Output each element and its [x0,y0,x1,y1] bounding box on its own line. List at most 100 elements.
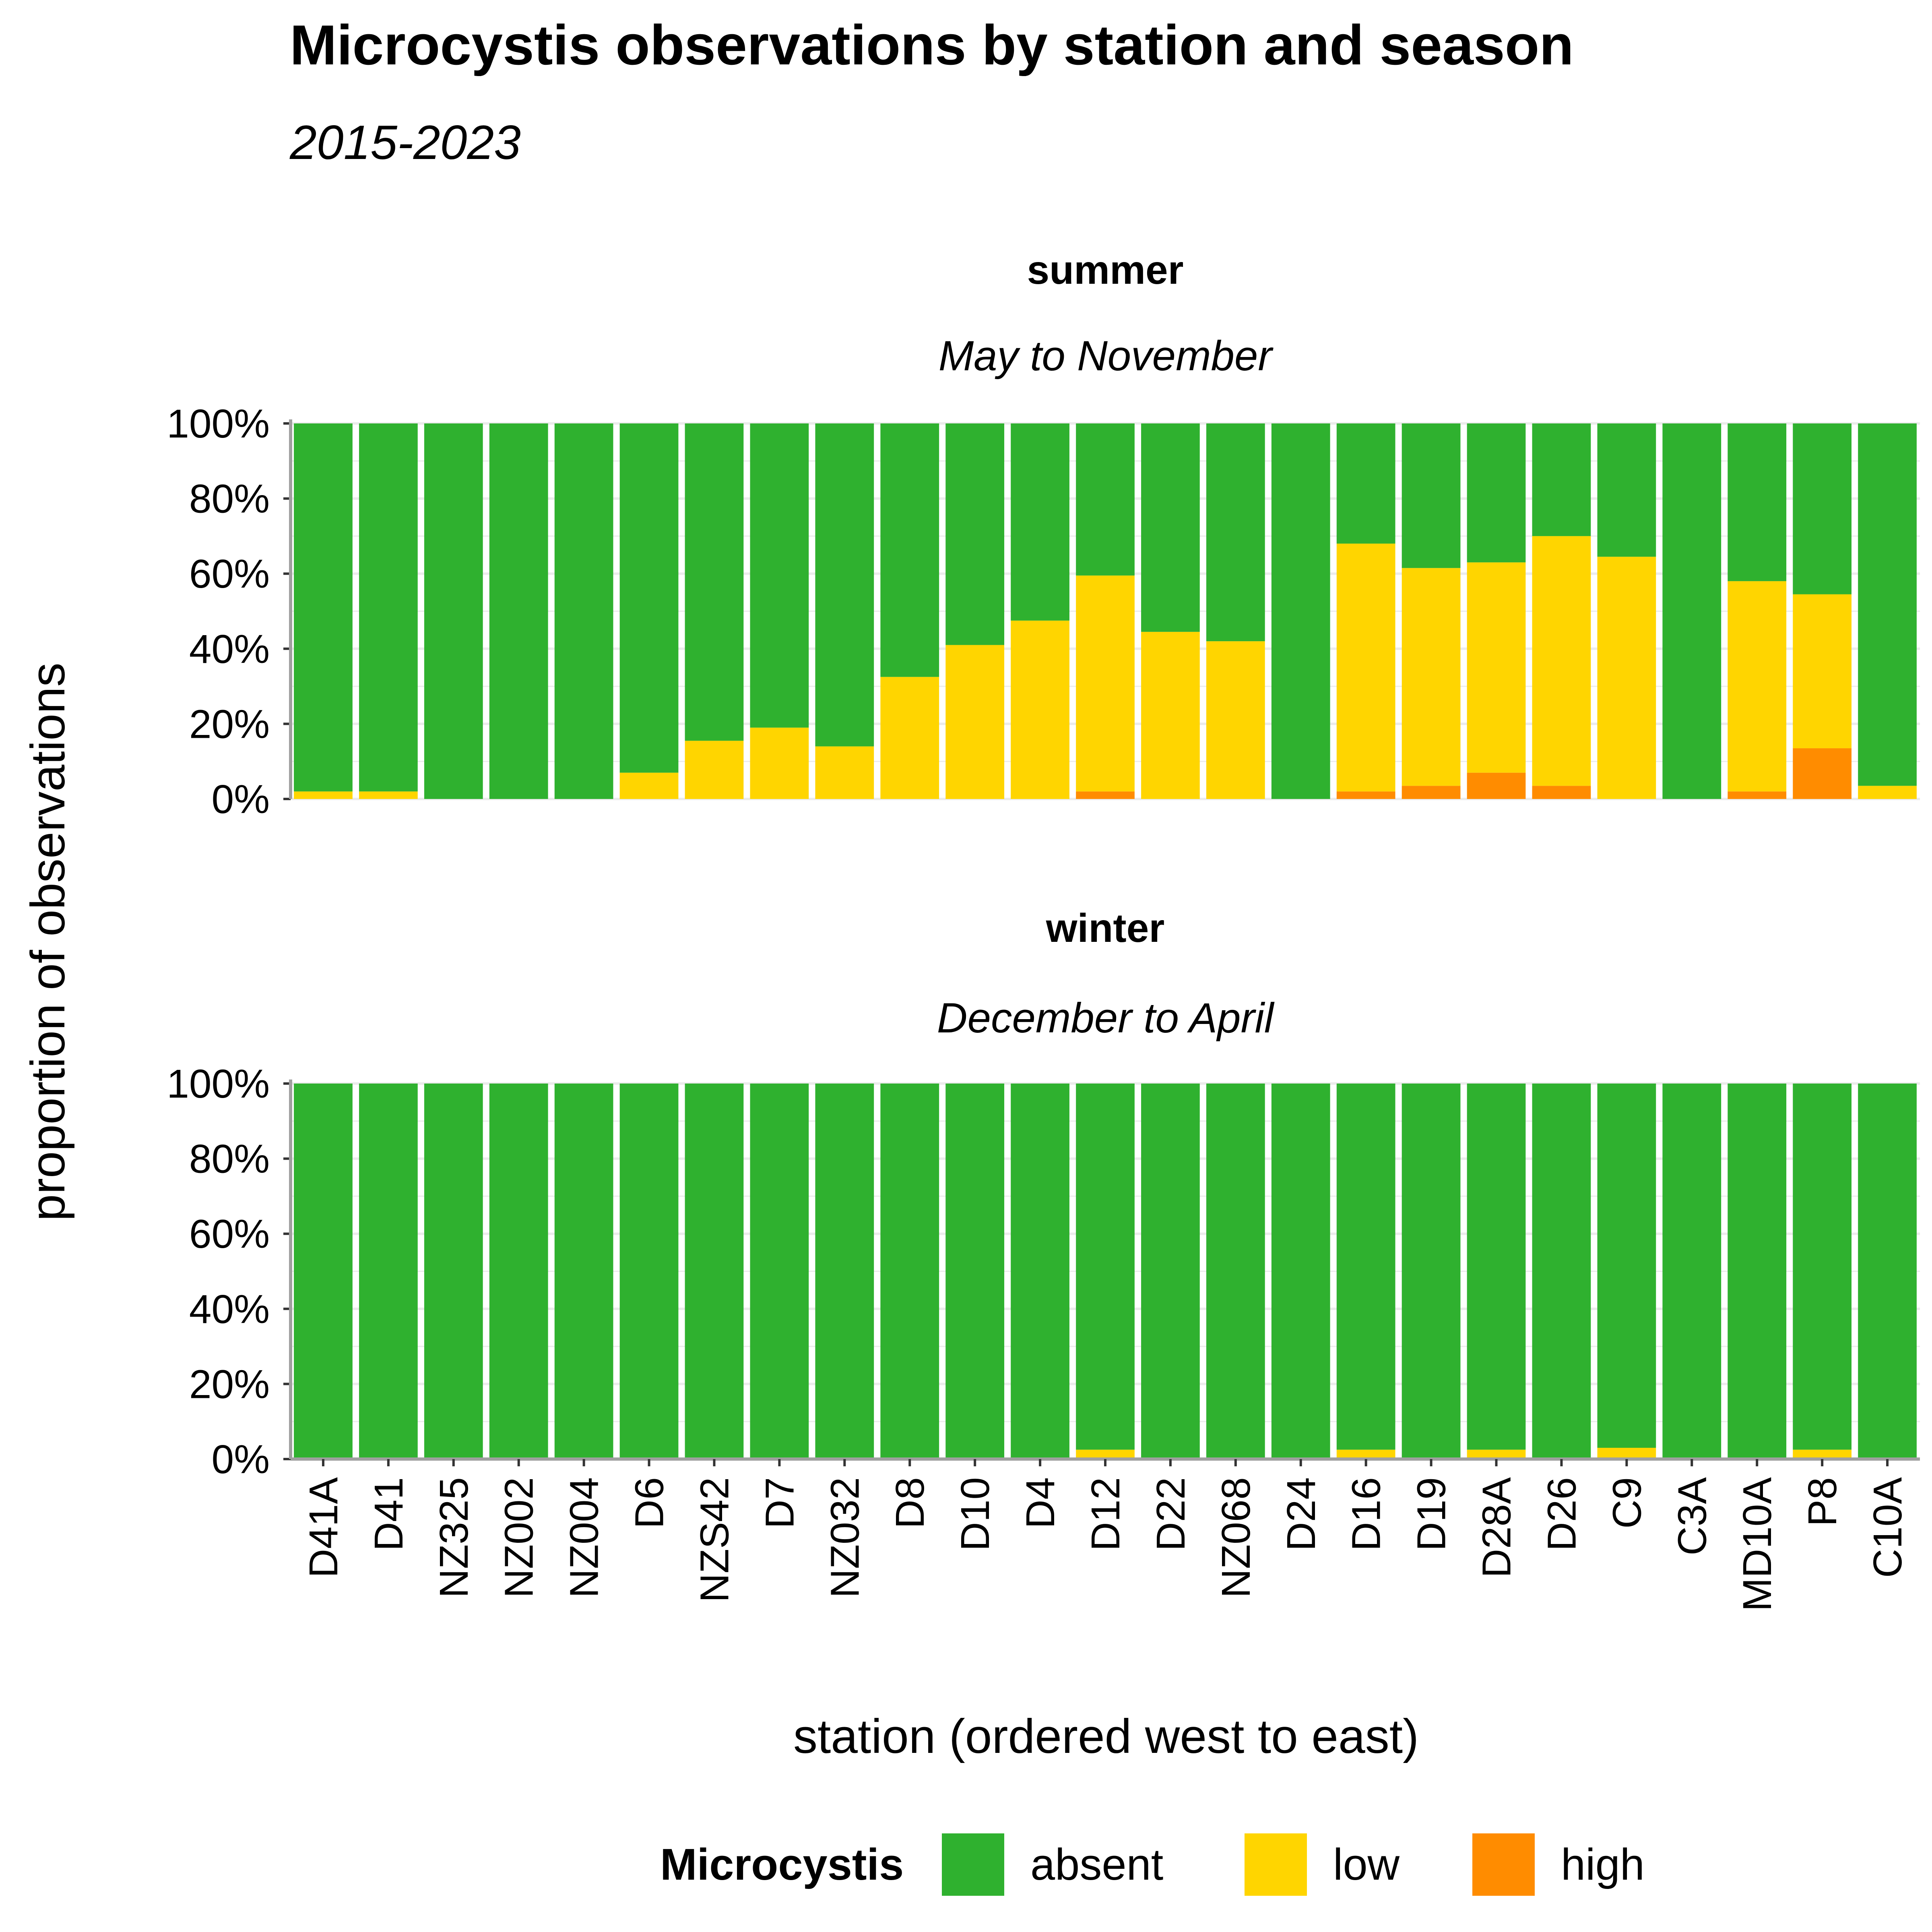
bar-summer-P8-high [1793,748,1852,799]
bar-winter-NZ325-absent [424,1084,483,1459]
bar-summer-NZ004-absent [554,423,613,799]
x-tick-label: D6 [627,1477,672,1529]
bar-winter-C9-absent [1597,1084,1656,1448]
x-tick-label: MD10A [1735,1477,1780,1612]
bar-winter-D7-absent [750,1084,809,1459]
bar-summer-D41-absent [359,423,418,792]
x-tick-label: D28A [1474,1477,1519,1578]
bar-summer-D19-high [1402,786,1461,799]
x-tick-label: D19 [1409,1477,1454,1551]
bar-summer-P8-absent [1793,423,1852,594]
bar-summer-D28A-low [1467,562,1526,773]
bar-summer-D22-absent [1141,423,1200,632]
bar-winter-D19-absent [1402,1084,1461,1459]
bar-summer-C9-absent [1597,423,1656,557]
bar-summer-D41A-low [294,791,353,799]
x-tick-label: D8 [888,1477,933,1529]
bar-summer-D4-absent [1011,423,1069,621]
x-tick-label: D26 [1539,1477,1584,1551]
y-tick-label: 20% [189,702,270,747]
bar-summer-D10-absent [945,423,1005,645]
x-tick-label: C3A [1670,1477,1715,1556]
legend: Microcystis absent low high [660,1833,1645,1896]
bar-winter-P8-absent [1793,1084,1852,1450]
bar-summer-NZ068-absent [1206,423,1265,642]
bar-summer-D12-low [1076,575,1135,792]
bar-summer-D16-absent [1336,423,1395,544]
x-tick-label: D22 [1148,1477,1193,1551]
x-tick-label: C10A [1865,1477,1910,1578]
bar-winter-D24-absent [1271,1084,1330,1459]
bar-summer-NZ002-absent [489,423,548,799]
chart-title: Microcystis observations by station and … [290,13,1574,76]
bar-winter-D41-absent [359,1084,418,1459]
bar-winter-C3A-absent [1662,1084,1721,1459]
bar-summer-P8-low [1793,594,1852,749]
x-tick-label: NZ004 [562,1477,607,1598]
bar-winter-D10-absent [945,1084,1005,1459]
panel-title: winter [1046,906,1164,951]
bar-winter-D16-absent [1336,1084,1395,1450]
y-tick-label: 100% [167,401,270,446]
x-tick-label: D41A [301,1477,346,1578]
bar-summer-D28A-high [1467,772,1526,799]
bar-winter-D6-absent [619,1084,679,1459]
bar-summer-D41-low [359,791,418,799]
x-tick-label: NZ068 [1214,1477,1259,1598]
x-tick-label: D16 [1344,1477,1389,1551]
bar-summer-D28A-absent [1467,423,1526,563]
bar-winter-D26-absent [1532,1084,1591,1459]
bar-summer-MD10A-high [1728,791,1787,799]
bar-winter-D12-low [1076,1449,1135,1459]
legend-title: Microcystis [660,1840,904,1889]
y-tick-label: 0% [211,1437,270,1482]
bar-winter-NZS42-absent [685,1084,744,1459]
legend-items: absent low high [942,1833,1645,1896]
bar-winter-D8-absent [880,1084,939,1459]
y-tick-label: 100% [167,1061,270,1106]
x-tick-label: D24 [1279,1477,1324,1551]
y-axis-title: proportion of observations [21,663,75,1221]
legend-swatch [942,1833,1004,1896]
bar-summer-D7-absent [750,423,809,728]
legend-item-high: high [1472,1833,1645,1896]
bar-summer-C10A-low [1858,786,1917,799]
bar-summer-C10A-absent [1858,423,1917,786]
legend-swatch [1472,1833,1535,1896]
bar-summer-D26-absent [1532,423,1591,536]
y-tick-label: 80% [189,477,270,522]
legend-label: high [1561,1840,1645,1889]
bar-summer-D4-low [1011,620,1069,799]
y-tick-label: 60% [189,551,270,597]
y-tick-label: 60% [189,1212,270,1257]
x-tick-label: D4 [1018,1477,1063,1529]
panel-subtitle: December to April [937,995,1275,1042]
legend-swatch [1245,1833,1307,1896]
bar-summer-D41A-absent [294,423,353,792]
bar-summer-MD10A-absent [1728,423,1787,581]
legend-label: absent [1030,1840,1163,1889]
bar-summer-D22-low [1141,632,1200,799]
panel-winter: winter December to April 0% 20% 40% 60% 80% 100… [167,906,1920,1611]
bar-summer-NZ032-absent [815,423,874,747]
bar-summer-D19-low [1402,568,1461,786]
y-tick-label: 40% [189,1287,270,1332]
bar-summer-D19-absent [1402,423,1461,568]
x-axis-title: station (ordered west to east) [793,1709,1419,1763]
panel-title: summer [1027,248,1183,293]
x-tick-label: NZS42 [692,1477,737,1602]
bar-summer-D16-high [1336,791,1395,799]
y-tick-label: 20% [189,1362,270,1407]
y-tick-label: 40% [189,627,270,672]
bar-winter-D22-absent [1141,1084,1200,1459]
bar-summer-C3A-absent [1662,423,1721,799]
x-tick-label: D10 [953,1477,998,1551]
y-tick-label: 80% [189,1137,270,1182]
x-tick-label: NZ002 [497,1477,542,1598]
bar-summer-C9-low [1597,557,1656,799]
bar-winter-C9-low [1597,1448,1656,1459]
bar-summer-D8-low [880,677,939,799]
panel-subtitle: May to November [939,332,1274,380]
bar-winter-NZ004-absent [554,1084,613,1459]
